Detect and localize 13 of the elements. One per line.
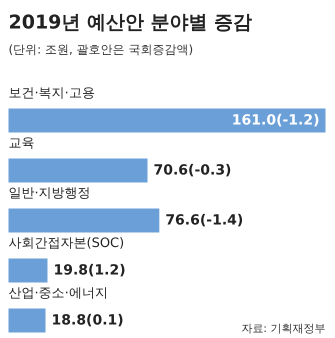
y-tick-label: 교육 (8, 136, 34, 151)
y-tick-label: 일반·지방행정 (8, 186, 91, 201)
data-label: 18.8(0.1) (52, 312, 124, 328)
data-label: 76.6(-1.4) (165, 212, 244, 228)
y-tick-label: 산업·중소·에너지 (8, 286, 108, 301)
data-label: 70.6(-0.3) (154, 162, 232, 178)
chart-subtitle: (단위: 조원, 괄호안은 국회증감액) (8, 42, 194, 56)
y-tick-label: 보건·복지·고용 (8, 86, 95, 101)
annotation: 자료: 기획재정부 (241, 322, 326, 335)
chart-title: 2019년 예산안 분야별 증감 (8, 12, 252, 34)
data-label: 19.8(1.2) (53, 262, 126, 278)
data-label: 161.0(-1.2) (232, 112, 320, 128)
y-tick-label: 사회간접자본(SOC) (8, 236, 124, 251)
